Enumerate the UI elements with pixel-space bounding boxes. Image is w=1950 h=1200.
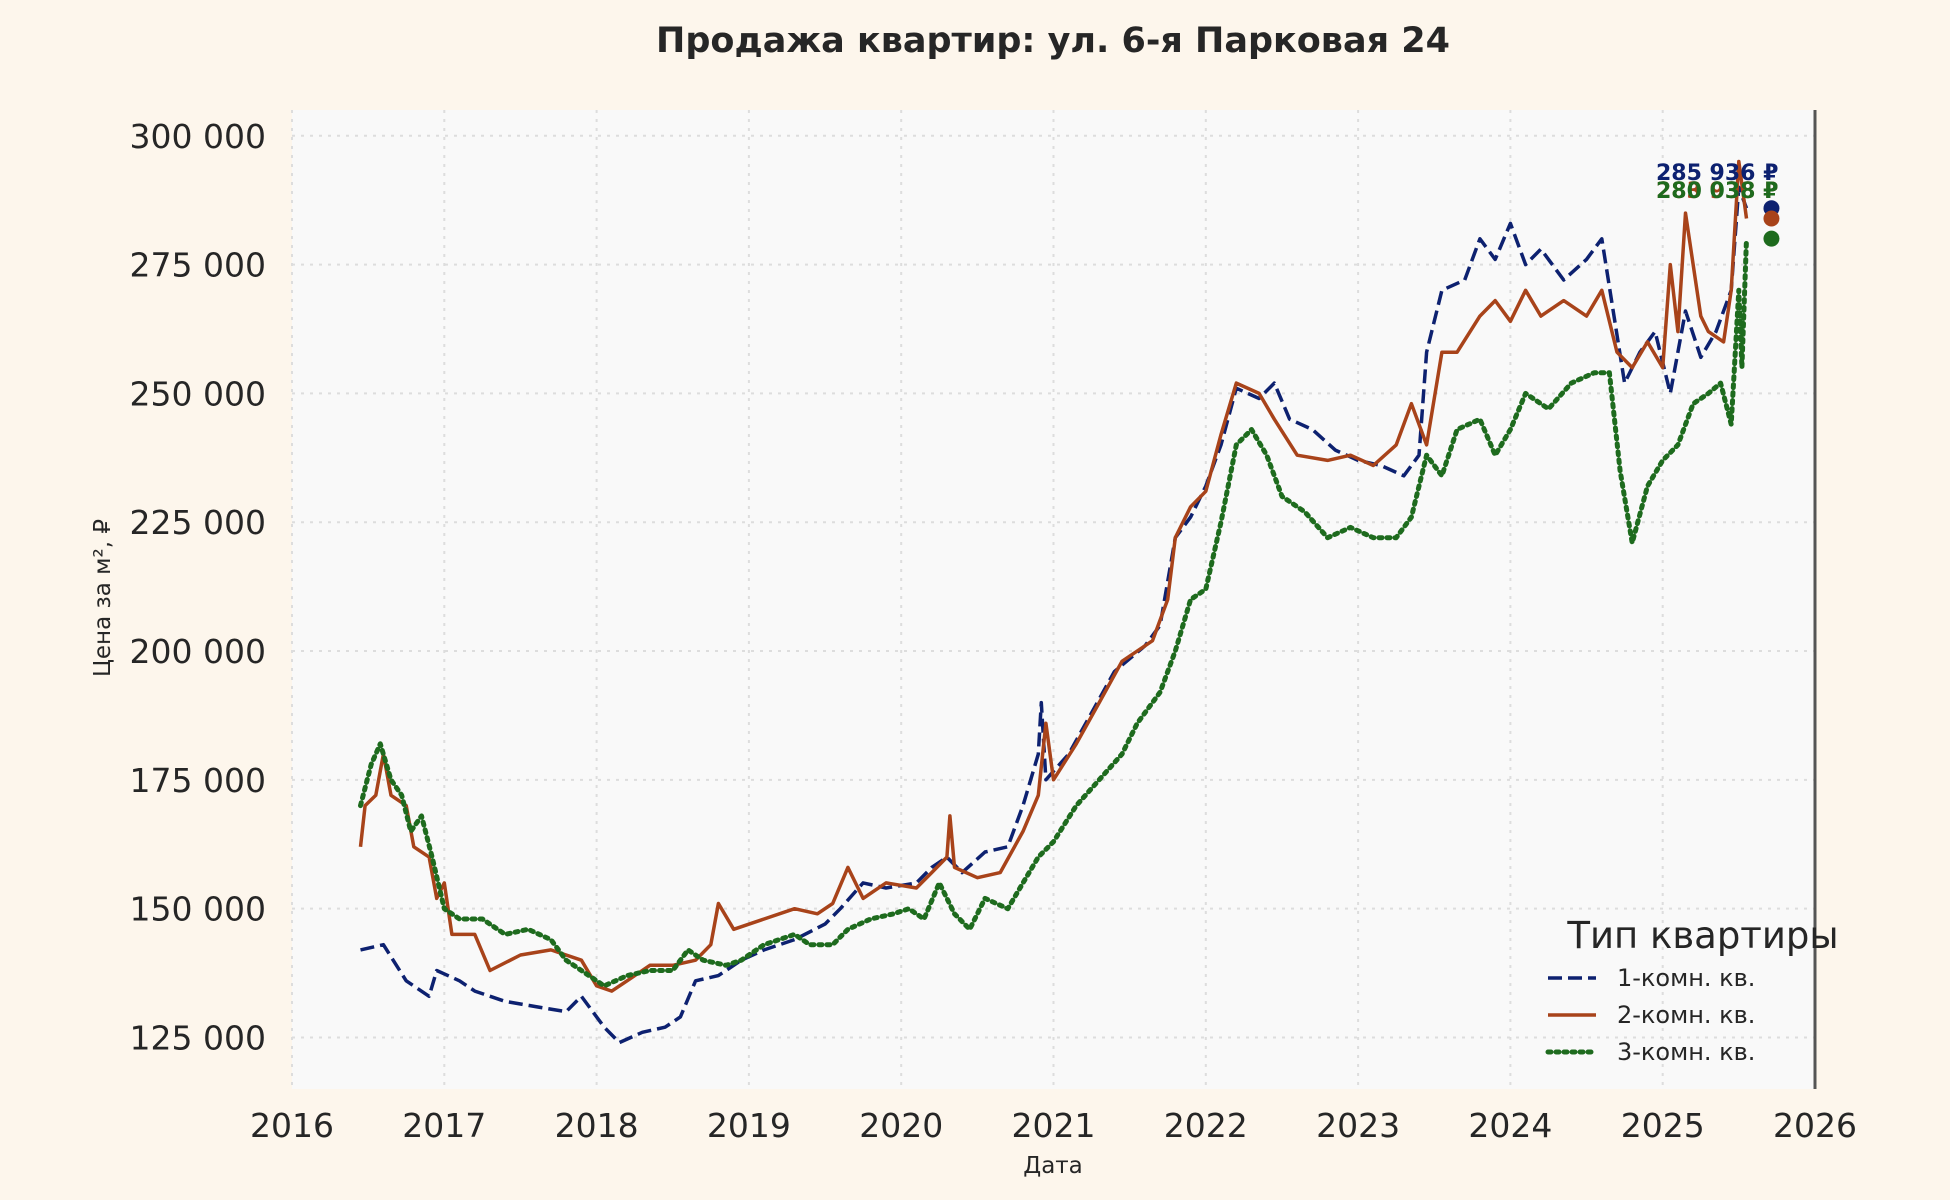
series-layer [358, 159, 1749, 1045]
legend-label-3: 3-комн. кв. [1617, 1038, 1755, 1066]
x-tick-label: 2023 [1316, 1106, 1400, 1145]
end-point-3 [1763, 230, 1780, 247]
x-tick-label: 2026 [1773, 1106, 1857, 1145]
y-tick-label: 175 000 [130, 761, 266, 800]
grid-lines [291, 110, 1816, 1089]
series-line-2 [358, 159, 1749, 993]
y-tick-label: 150 000 [130, 890, 266, 929]
legend-title: Тип квартиры [1566, 914, 1838, 957]
end-labels: 285 936 ₽283 938 ₽280 038 ₽ [1656, 161, 1780, 247]
legend: Тип квартиры 1-комн. кв. 2-комн. кв. 3-ком… [1545, 914, 1839, 1066]
y-tick-label: 250 000 [130, 374, 266, 413]
x-axis-ticks: 2016 2017 2018 2019 2020 2021 2022 2023 2024 2025… [250, 1106, 1857, 1145]
x-tick-label: 2018 [555, 1106, 639, 1145]
y-axis-ticks: 125 000 150 000 175 000 200 000 225 000 250 0… [130, 117, 266, 1058]
y-axis-label: Цена за м², ₽ [90, 519, 116, 677]
x-tick-label: 2024 [1468, 1106, 1552, 1145]
x-tick-label: 2021 [1012, 1106, 1096, 1145]
y-tick-label: 125 000 [130, 1018, 266, 1057]
end-value-label-1: 285 936 ₽ [1656, 161, 1778, 186]
x-tick-label: 2019 [707, 1106, 791, 1145]
y-tick-label: 300 000 [130, 117, 266, 156]
x-tick-label: 2016 [250, 1106, 334, 1145]
y-tick-label: 225 000 [130, 503, 266, 542]
x-axis-label: Дата [1023, 1153, 1083, 1179]
y-tick-label: 275 000 [130, 246, 266, 285]
legend-label-2: 2-комн. кв. [1617, 1001, 1755, 1029]
end-point-2 [1763, 210, 1780, 227]
x-tick-label: 2025 [1621, 1106, 1705, 1145]
end-value-label-2: 283 938 ₽ [1656, 179, 1778, 204]
end-value-label-3: 280 038 ₽ [1656, 179, 1778, 204]
legend-label-1: 1-комн. кв. [1617, 964, 1755, 992]
y-tick-label: 200 000 [130, 632, 266, 671]
x-tick-label: 2017 [402, 1106, 486, 1145]
chart-title: Продажа квартир: ул. 6-я Парковая 24 [656, 21, 1450, 61]
series-line-3 [358, 236, 1749, 989]
x-tick-label: 2022 [1164, 1106, 1248, 1145]
x-tick-label: 2020 [859, 1106, 943, 1145]
